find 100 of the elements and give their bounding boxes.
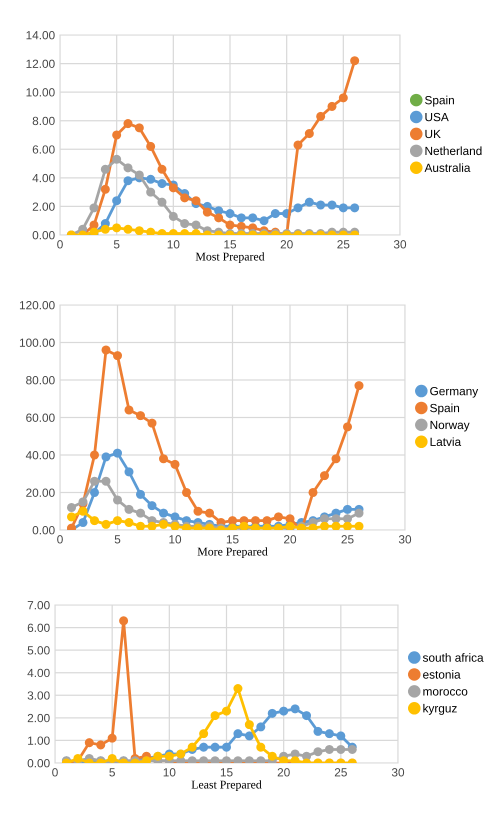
- y-tick-label: 100.00: [20, 338, 55, 347]
- point: [338, 93, 348, 102]
- point: [147, 501, 157, 510]
- y-tick-label: 0.00: [32, 231, 55, 240]
- point: [136, 522, 146, 530]
- point: [268, 752, 277, 761]
- legend-label: estonia: [423, 670, 461, 679]
- point: [112, 516, 122, 526]
- point: [124, 518, 134, 528]
- x-tick-label: 5: [114, 240, 120, 249]
- point: [164, 752, 174, 761]
- point: [324, 744, 334, 754]
- point: [78, 518, 88, 528]
- point: [316, 112, 326, 121]
- point: [268, 708, 277, 718]
- point: [66, 502, 76, 512]
- point: [112, 495, 122, 505]
- point: [157, 179, 167, 188]
- point: [84, 738, 94, 748]
- legend-label: south africa: [422, 653, 484, 662]
- point: [136, 490, 146, 499]
- legend-label: morocco: [423, 689, 468, 696]
- point: [124, 504, 134, 514]
- point: [147, 522, 157, 530]
- point: [168, 212, 178, 221]
- point: [146, 142, 156, 151]
- point: [338, 203, 348, 212]
- point: [210, 742, 220, 752]
- point: [222, 742, 232, 752]
- point: [101, 476, 111, 486]
- x-tick-label: 30: [392, 768, 404, 777]
- x-tick-label: 15: [224, 240, 236, 249]
- y-tick-label: 4.00: [32, 174, 55, 182]
- x-axis-title: Most Prepared: [196, 252, 264, 263]
- point: [123, 224, 133, 234]
- point: [134, 170, 144, 180]
- y-tick-label: 6.00: [32, 145, 55, 154]
- point: [101, 520, 111, 529]
- point: [112, 154, 122, 164]
- point: [112, 130, 122, 140]
- point: [342, 514, 352, 524]
- point: [147, 418, 157, 428]
- point: [270, 209, 280, 218]
- y-tick-label: 60.00: [26, 414, 55, 422]
- x-tick-label: 20: [278, 768, 290, 777]
- point: [313, 726, 322, 736]
- point: [112, 196, 122, 206]
- point: [134, 226, 144, 235]
- point: [100, 184, 110, 194]
- point: [90, 450, 100, 460]
- point: [327, 102, 337, 111]
- point: [327, 200, 337, 210]
- y-tick-label: 10.00: [26, 88, 55, 97]
- point: [256, 742, 266, 752]
- point: [199, 729, 208, 738]
- point: [158, 454, 168, 464]
- point: [124, 405, 134, 415]
- point: [146, 228, 156, 235]
- legend-label: Norway: [430, 420, 470, 432]
- point: [248, 213, 258, 222]
- point: [112, 223, 122, 232]
- point: [279, 706, 288, 716]
- x-tick-label: 15: [226, 535, 239, 544]
- point: [170, 512, 180, 522]
- point: [304, 129, 314, 138]
- y-tick-label: 14.00: [26, 31, 55, 40]
- point: [222, 706, 232, 716]
- y-tick-label: 40.00: [26, 451, 55, 460]
- y-tick-label: 12.00: [26, 60, 55, 68]
- x-tick-label: 10: [164, 768, 176, 777]
- point: [225, 209, 235, 218]
- point: [168, 183, 178, 192]
- point: [136, 411, 146, 420]
- x-axis-title: Least Prepared: [192, 780, 262, 791]
- point: [180, 193, 190, 202]
- x-tick-label: 0: [52, 768, 58, 777]
- y-tick-label: 2.00: [28, 714, 50, 722]
- point: [293, 140, 303, 150]
- point: [157, 198, 167, 207]
- point: [123, 163, 133, 172]
- point: [316, 200, 326, 210]
- legend-label: Australia: [424, 163, 470, 172]
- point: [259, 216, 269, 226]
- point: [342, 522, 352, 530]
- point: [336, 744, 346, 754]
- point: [191, 220, 201, 230]
- legend-label: Germany: [430, 386, 478, 398]
- x-tick-label: 15: [220, 768, 233, 777]
- point: [244, 731, 254, 740]
- legend-label: Spain: [430, 404, 460, 415]
- x-tick-label: 0: [57, 240, 63, 249]
- point: [101, 345, 111, 355]
- point: [214, 206, 224, 216]
- point: [123, 119, 133, 128]
- point: [324, 729, 334, 738]
- point: [350, 203, 360, 212]
- legend-label: Netherland: [425, 146, 482, 156]
- point: [244, 720, 254, 730]
- point: [89, 220, 99, 230]
- point: [124, 467, 134, 476]
